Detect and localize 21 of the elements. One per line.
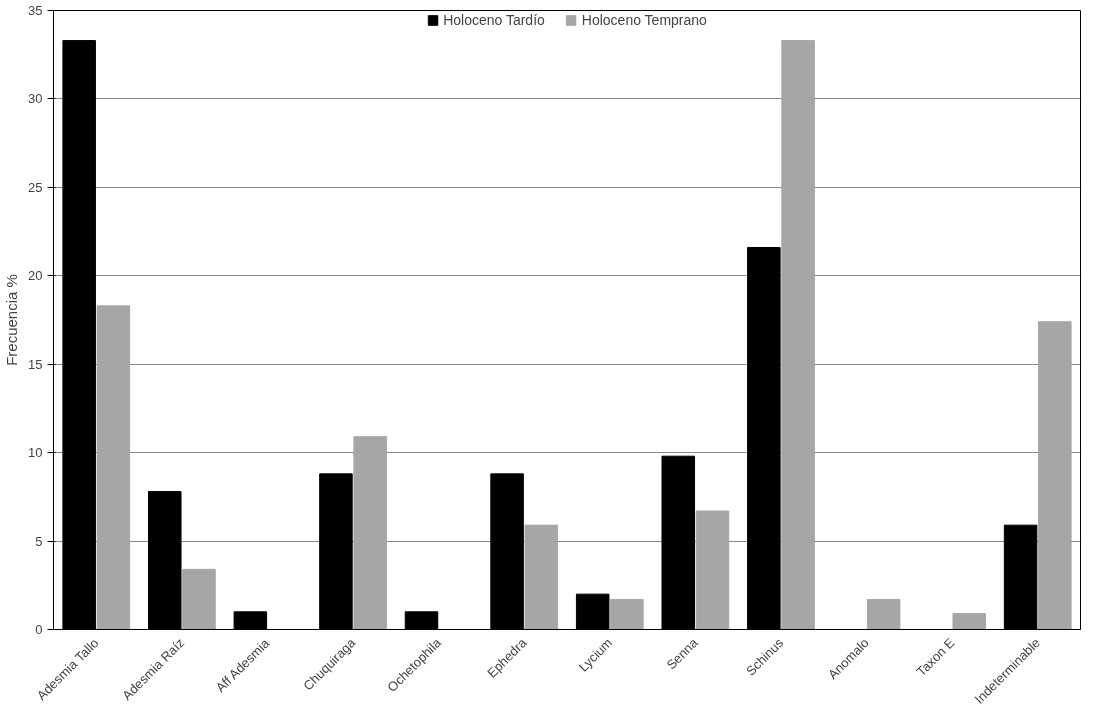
bar: [524, 524, 559, 630]
y-tick-label: 30: [28, 91, 43, 107]
legend-label: Holoceno Temprano: [581, 12, 707, 28]
y-tick-label: 10: [28, 445, 43, 461]
y-tick-label: 15: [28, 356, 43, 372]
bar: [952, 613, 986, 630]
bar: [866, 598, 901, 630]
y-tick-label: 25: [28, 179, 43, 195]
y-tick-label: 0: [35, 622, 43, 637]
bar: [96, 305, 131, 630]
y-tick-label: 35: [28, 3, 43, 18]
bar: [695, 510, 730, 630]
legend-label: Holoceno Tardío: [443, 12, 545, 28]
bar: [610, 598, 644, 630]
bar: [1038, 321, 1072, 630]
bar: [182, 568, 216, 630]
bar: [353, 436, 387, 630]
bar: [781, 40, 815, 630]
y-tick-label: 5: [35, 533, 43, 549]
y-axis-title: Frecuencia %: [3, 274, 21, 366]
y-tick-label: 20: [28, 268, 43, 284]
